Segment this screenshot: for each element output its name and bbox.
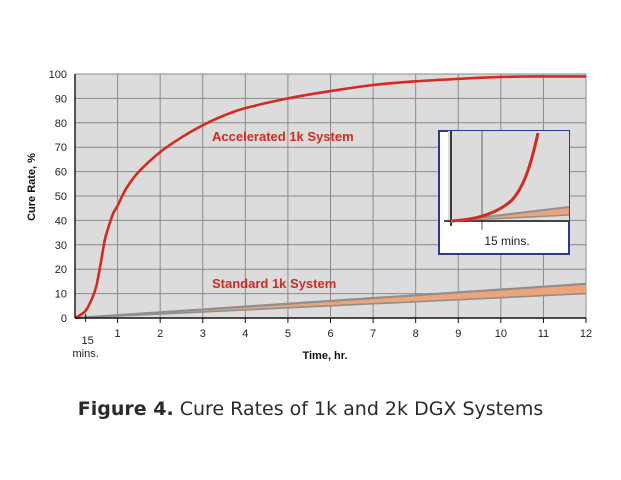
y-axis-title: Cure Rate, % (26, 153, 38, 221)
x-tick-label: 3 (200, 328, 206, 340)
accelerated-series-label: Accelerated 1k System (212, 129, 354, 144)
x-tick-label: 7 (370, 328, 376, 340)
x-tick-label: 10 (495, 328, 507, 340)
x-tick-label: 8 (413, 328, 419, 340)
figure-number: Figure 4. (77, 398, 174, 420)
x-tick-label: 11 (538, 328, 549, 340)
y-tick-label: 10 (55, 289, 67, 301)
standard-system-series (74, 282, 587, 320)
axes (74, 74, 587, 323)
x-tick-label: 12 (580, 328, 592, 340)
y-tick-label: 90 (55, 93, 67, 105)
y-tick-label: 0 (61, 313, 67, 325)
x-tick-label: 9 (455, 328, 461, 340)
grid-lines (75, 73, 587, 318)
y-tick-label: 50 (55, 191, 67, 203)
inset-accelerated-curve (451, 132, 540, 223)
x-tick-label: 1 (115, 328, 121, 340)
x-tick-label: 2 (157, 328, 163, 340)
y-tick-label: 100 (49, 69, 67, 81)
y-tick-label: 20 (55, 264, 67, 276)
accelerated-system-line (74, 75, 587, 320)
y-tick-label: 40 (55, 215, 67, 227)
standard-band-lower-edge (74, 292, 587, 319)
x-tick-label-mins: mins. (73, 348, 99, 360)
inset-label: 15 mins. (484, 234, 529, 248)
y-tick-label: 30 (55, 240, 67, 252)
inset-plot-area (448, 131, 569, 222)
y-tick-label: 70 (55, 142, 67, 154)
standard-band-upper-edge (74, 282, 587, 320)
inset-zoom-panel: 15 mins. (438, 130, 570, 255)
y-tick-label: 60 (55, 167, 67, 179)
x-tick-label-15: 15 (82, 335, 94, 347)
x-axis-title: Time, hr. (302, 350, 347, 362)
x-tick-label: 6 (327, 328, 333, 340)
x-tick-label: 5 (285, 328, 291, 340)
figure-caption: Figure 4. Cure Rates of 1k and 2k DGX Sy… (0, 398, 621, 420)
standard-series-label: Standard 1k System (212, 276, 336, 291)
x-tick-label: 4 (242, 328, 248, 340)
y-tick-labels: 0 10 20 30 40 50 60 70 80 90 100 (49, 69, 67, 325)
figure-caption-text: Cure Rates of 1k and 2k DGX Systems (173, 398, 544, 420)
y-tick-label: 80 (55, 118, 67, 130)
